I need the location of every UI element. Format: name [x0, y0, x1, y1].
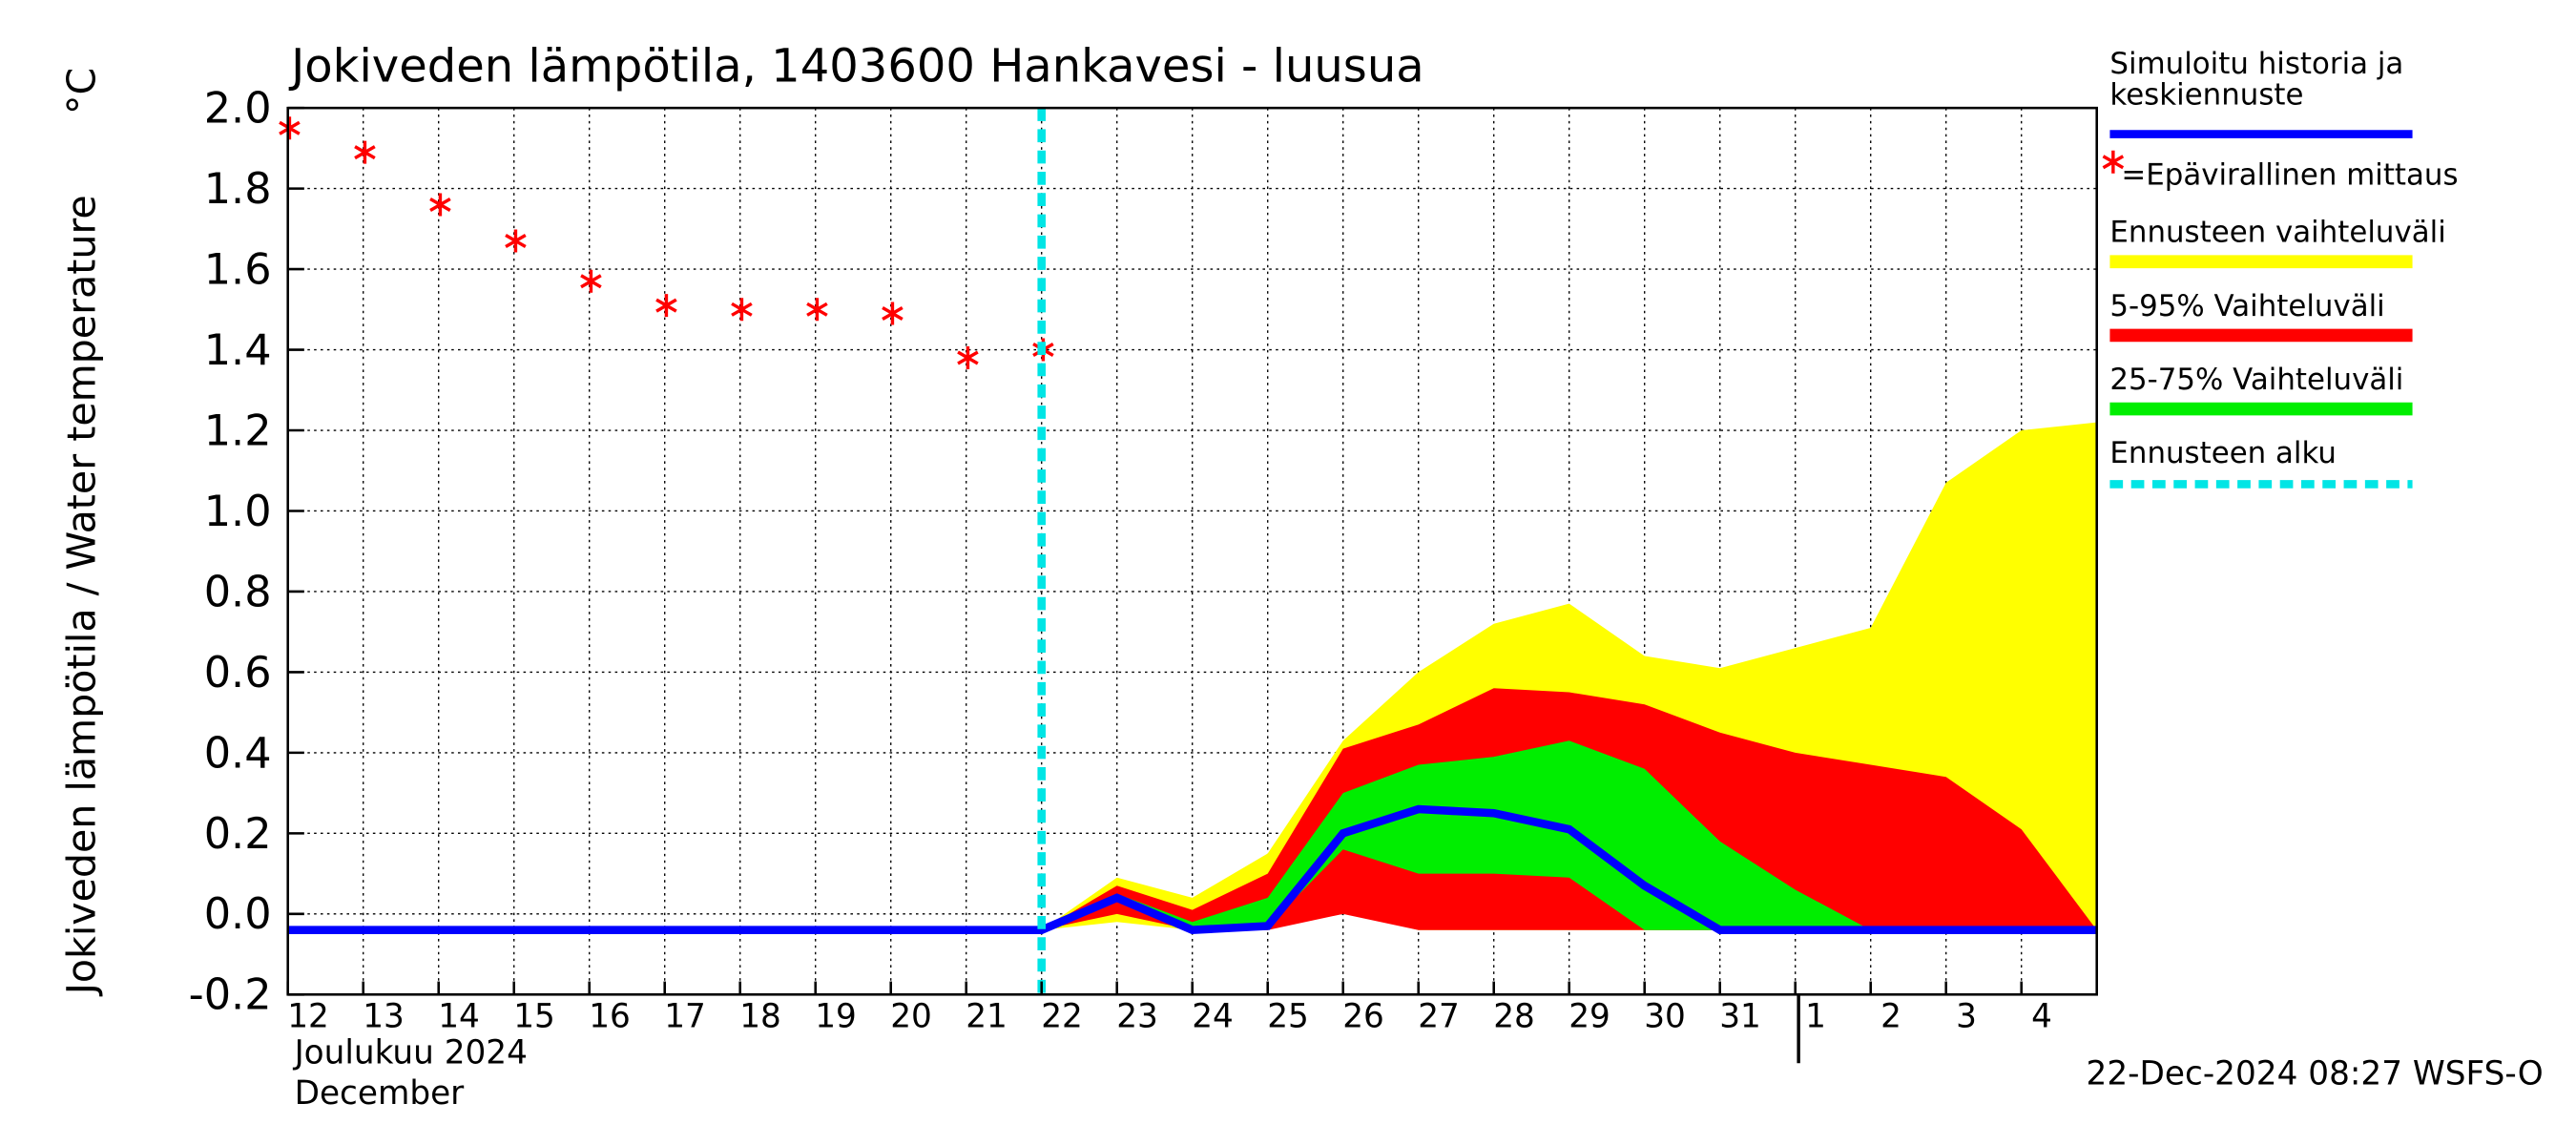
x-tick-label: 2	[1880, 998, 1901, 1036]
x-tick-label: 22	[1041, 998, 1083, 1036]
measurement	[505, 229, 527, 253]
x-tick-label: 12	[287, 998, 329, 1036]
x-tick-label: 23	[1116, 998, 1158, 1036]
x-tick-label: 13	[363, 998, 405, 1036]
x-tick-label: 14	[438, 998, 480, 1036]
x-tick-label: 4	[2031, 998, 2052, 1036]
measurement	[957, 345, 979, 369]
measurement	[279, 116, 301, 140]
x-tick-label: 3	[1956, 998, 1977, 1036]
x-tick-label: 20	[890, 998, 932, 1036]
legend-label: Ennusteen vaihteluväli	[2109, 216, 2445, 250]
x-tick-label: 18	[739, 998, 781, 1036]
y-tick-label: 1.2	[204, 406, 272, 455]
footer: 22-Dec-2024 08:27 WSFS-O	[2087, 1055, 2544, 1093]
x-axis-label: December	[295, 1074, 466, 1113]
legend-swatch	[2102, 150, 2125, 174]
x-tick-label: 21	[966, 998, 1008, 1036]
y-axis-unit: °C	[58, 68, 104, 114]
x-tick-label: 24	[1192, 998, 1234, 1036]
y-tick-label: 0.0	[204, 889, 272, 939]
legend-label: =Epävirallinen mittaus	[2121, 158, 2458, 193]
y-tick-label: 1.0	[204, 487, 272, 536]
x-tick-label: 27	[1418, 998, 1460, 1036]
legend-label-box: Simuloitu historia ja keskiennuste	[2109, 49, 2404, 114]
y-tick-label: 1.4	[204, 325, 272, 375]
x-tick-label: 19	[815, 998, 857, 1036]
y-tick-label: 1.8	[204, 164, 272, 214]
x-tick-label: 28	[1493, 998, 1535, 1036]
x-tick-label: 26	[1342, 998, 1384, 1036]
y-tick-label: 0.8	[204, 567, 272, 616]
y-tick-label: 0.2	[204, 809, 272, 859]
y-tick-label: 2.0	[204, 84, 272, 134]
mean-line	[287, 804, 2097, 935]
y-tick-label: 1.6	[204, 245, 272, 295]
measurement	[580, 269, 602, 293]
x-axis-label: Joulukuu 2024	[293, 1033, 528, 1072]
measurement	[882, 302, 904, 325]
x-tick-label: 1	[1805, 998, 1826, 1036]
y-tick-label: 0.6	[204, 648, 272, 697]
legend-label: Ennusteen alku	[2109, 436, 2337, 470]
x-tick-label: 30	[1644, 998, 1686, 1036]
measurement	[429, 193, 451, 217]
x-tick-label: 29	[1568, 998, 1610, 1036]
measurement	[655, 294, 677, 318]
x-tick-label: 17	[664, 998, 706, 1036]
y-axis-label: Jokiveden lämpötila / Water temperature	[58, 195, 104, 997]
x-tick-label: 15	[513, 998, 555, 1036]
chart-title: Jokiveden lämpötila, 1403600 Hankavesi -…	[288, 40, 1424, 94]
y-tick-label: -0.2	[189, 970, 272, 1020]
x-tick-label: 25	[1267, 998, 1309, 1036]
y-tick-label: 0.4	[204, 728, 272, 778]
legend-label: 5-95% Vaihteluväli	[2109, 289, 2384, 323]
legend-label: Simuloitu historia ja keskiennuste	[2109, 49, 2404, 114]
x-tick-label: 31	[1719, 998, 1761, 1036]
measurement	[354, 140, 376, 164]
measurement	[731, 298, 753, 322]
legend-label: 25-75% Vaihteluväli	[2109, 363, 2403, 397]
measurement	[806, 298, 828, 322]
x-tick-label: 16	[589, 998, 631, 1036]
